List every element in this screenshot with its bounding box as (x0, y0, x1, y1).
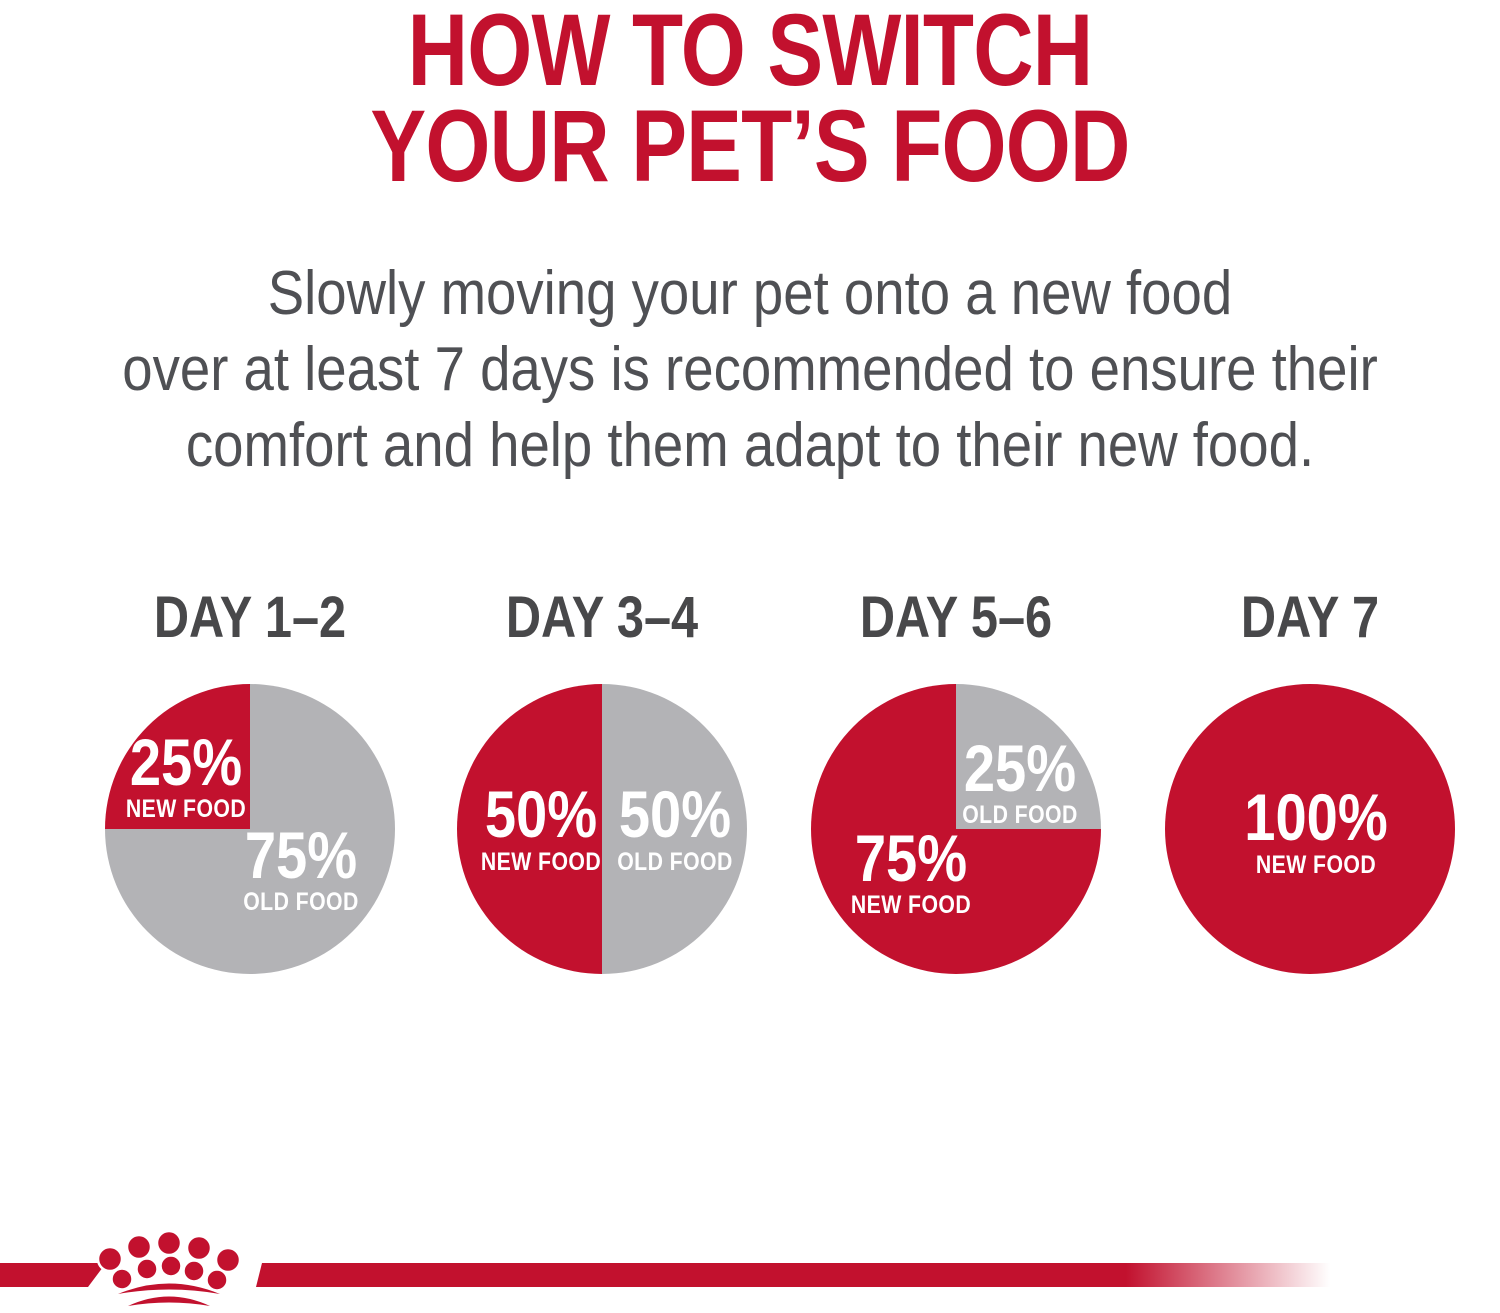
subtitle-line-3: comfort and help them adapt to their new… (185, 411, 1315, 480)
pie-chart-day-7: 100% NEW FOOD (1165, 684, 1455, 974)
slice-name: OLD FOOD (242, 888, 359, 917)
chart-day-5-6: DAY 5–6 25% OLD FOOD 75% NEW FOOD (781, 589, 1131, 974)
day-heading-3-4: DAY 3–4 (505, 585, 699, 650)
slice-percent: 25% (963, 730, 1076, 805)
slice-label-new-food: 25% NEW FOOD (126, 724, 247, 824)
slice-name: NEW FOOD (850, 891, 972, 920)
slice-label-new-food: 50% NEW FOOD (480, 777, 602, 876)
chart-day-3-4: DAY 3–4 50% NEW FOOD 50% OLD FOOD (427, 589, 777, 974)
pie-chart-day-1-2: 25% NEW FOOD 75% OLD FOOD (105, 684, 395, 974)
slice-label-new-food: 75% NEW FOOD (850, 820, 972, 920)
slice-name: OLD FOOD (616, 847, 733, 876)
chart-day-1-2: DAY 1–2 25% NEW FOOD 75% OLD FOOD (75, 589, 425, 974)
slice-percent: 75% (244, 817, 357, 892)
slice-name: OLD FOOD (962, 801, 1078, 830)
slice-percent: 50% (484, 777, 598, 852)
subtitle-line-2: over at least 7 days is recommended to e… (122, 335, 1378, 404)
slice-name: NEW FOOD (126, 795, 247, 824)
slice-label-new-food: 100% NEW FOOD (1244, 779, 1388, 879)
subtitle-line-1: Slowly moving your pet onto a new food (267, 259, 1233, 328)
pie-chart-day-3-4: 50% NEW FOOD 50% OLD FOOD (457, 684, 747, 974)
slice-label-old-food: 75% OLD FOOD (242, 817, 359, 917)
day-heading-5-6: DAY 5–6 (859, 585, 1053, 650)
slice-name: NEW FOOD (480, 847, 602, 876)
page-title: HOW TO SWITCH YOUR PET’S FOOD (0, 0, 1500, 203)
footer-rule-right (256, 1263, 1330, 1287)
day-heading-7: DAY 7 (1240, 585, 1380, 650)
slice-percent: 25% (130, 724, 243, 799)
slice-label-old-food: 25% OLD FOOD (962, 730, 1078, 830)
slice-percent: 100% (1244, 779, 1388, 854)
pie-chart-day-5-6: 25% OLD FOOD 75% NEW FOOD (811, 684, 1101, 974)
slice-label-old-food: 50% OLD FOOD (616, 777, 733, 876)
subtitle: Slowly moving your pet onto a new food o… (0, 256, 1500, 484)
slice-percent: 75% (854, 820, 968, 895)
slice-percent: 50% (618, 777, 731, 852)
chart-day-7: DAY 7 100% NEW FOOD (1135, 589, 1485, 974)
title-line-1: HOW TO SWITCH (407, 0, 1094, 107)
title-line-2: YOUR PET’S FOOD (370, 89, 1130, 203)
royal-canin-crown-logo-icon (96, 1230, 242, 1306)
slice-name: NEW FOOD (1255, 850, 1376, 879)
day-heading-1-2: DAY 1–2 (153, 585, 347, 650)
footer-rule-left (0, 1263, 106, 1287)
